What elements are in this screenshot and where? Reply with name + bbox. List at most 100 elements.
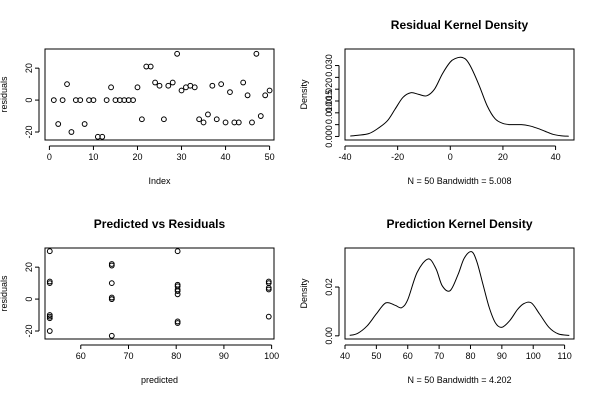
x-tick-label: 0 [448, 152, 453, 162]
panel-title: Residual Kernel Density [391, 18, 529, 32]
data-point [191, 84, 198, 91]
data-point [64, 81, 70, 88]
data-point [90, 97, 97, 103]
density-curve [349, 251, 570, 336]
data-point [174, 291, 181, 298]
panel-title: Predicted vs Residuals [94, 217, 226, 231]
data-point [68, 129, 75, 135]
data-point [265, 313, 272, 320]
x-tick-label: 20 [498, 152, 508, 162]
data-point [99, 133, 106, 140]
x-axis-label: predicted [141, 375, 178, 385]
x-tick-label: 0 [47, 152, 52, 162]
data-point [265, 286, 272, 293]
y-axis-label: residuals [0, 76, 9, 113]
y-axis-label: residuals [0, 275, 9, 312]
y-tick-label: 0 [24, 98, 34, 103]
data-point [108, 262, 115, 269]
data-point [50, 97, 57, 103]
x-tick-label: 80 [171, 351, 181, 361]
data-point [138, 116, 145, 123]
data-point [266, 87, 273, 94]
data-point [108, 280, 115, 287]
data-point [77, 97, 84, 103]
x-tick-label: 70 [123, 351, 133, 361]
data-point [108, 294, 115, 301]
data-point [169, 79, 176, 86]
data-point [161, 116, 167, 123]
y-axis-label: Density [299, 79, 309, 110]
data-point [174, 288, 181, 295]
y-tick-label: 0.020 [324, 78, 334, 101]
x-tick-label: -40 [338, 152, 351, 162]
data-point [174, 320, 181, 326]
y-tick-label: 0.00 [324, 327, 334, 345]
x-tick-label: 50 [371, 351, 381, 361]
data-point [59, 97, 66, 103]
data-point [174, 248, 181, 255]
data-point [108, 84, 114, 91]
data-point [235, 119, 242, 126]
data-point [46, 328, 53, 334]
x-tick-label: 90 [219, 351, 229, 361]
data-point [46, 315, 53, 322]
data-point [209, 82, 216, 89]
x-axis-label: N = 50 Bandwidth = 4.202 [407, 375, 511, 385]
data-point [249, 119, 255, 126]
y-tick-label: 0.010 [324, 102, 334, 125]
panel-2 [335, 48, 575, 150]
x-tick-label: 100 [264, 351, 279, 361]
x-axis-label: Index [148, 176, 171, 186]
data-point [134, 84, 141, 91]
data-point [205, 111, 211, 118]
data-point [46, 248, 53, 255]
y-axis-label: Density [299, 278, 309, 309]
panel-4 [335, 247, 575, 349]
x-tick-label: -20 [391, 152, 404, 162]
panel-title: Prediction Kernel Density [386, 217, 532, 231]
y-tick-label: 20 [24, 262, 34, 272]
y-tick-label: 0.000 [324, 125, 334, 148]
data-point [55, 121, 62, 127]
data-point [46, 280, 53, 287]
density-curve [350, 56, 569, 137]
x-tick-label: 10 [88, 152, 98, 162]
panel-1 [35, 48, 275, 150]
x-tick-label: 60 [76, 351, 86, 361]
data-point [147, 63, 154, 70]
data-point [200, 119, 207, 126]
data-point [108, 332, 115, 339]
data-point [196, 116, 203, 123]
plot-frame [344, 247, 575, 340]
data-point [227, 89, 233, 96]
x-tick-label: 30 [177, 152, 187, 162]
y-tick-label: 0.030 [324, 54, 334, 77]
data-point [165, 82, 172, 89]
x-tick-label: 40 [551, 152, 561, 162]
x-tick-label: 80 [465, 351, 475, 361]
x-tick-label: 60 [403, 351, 413, 361]
y-tick-label: 20 [24, 63, 34, 73]
data-point [222, 119, 229, 126]
data-point [244, 92, 251, 99]
data-point [152, 79, 158, 86]
data-point [240, 79, 247, 86]
data-point [156, 82, 163, 89]
y-tick-label: 0 [24, 297, 34, 302]
y-tick-label: -20 [24, 325, 34, 338]
data-point [218, 81, 225, 88]
panel-3 [35, 247, 275, 349]
y-tick-label: -20 [24, 126, 34, 139]
plot-frame [44, 247, 275, 340]
x-tick-label: 40 [340, 351, 350, 361]
data-point [262, 92, 269, 99]
x-tick-label: 20 [132, 152, 142, 162]
data-point [213, 116, 220, 123]
x-tick-label: 70 [434, 351, 444, 361]
data-point [130, 97, 136, 103]
data-point [174, 50, 181, 57]
x-axis-label: N = 50 Bandwidth = 5.008 [407, 176, 511, 186]
plot-frame [344, 48, 575, 141]
data-point [81, 121, 88, 127]
